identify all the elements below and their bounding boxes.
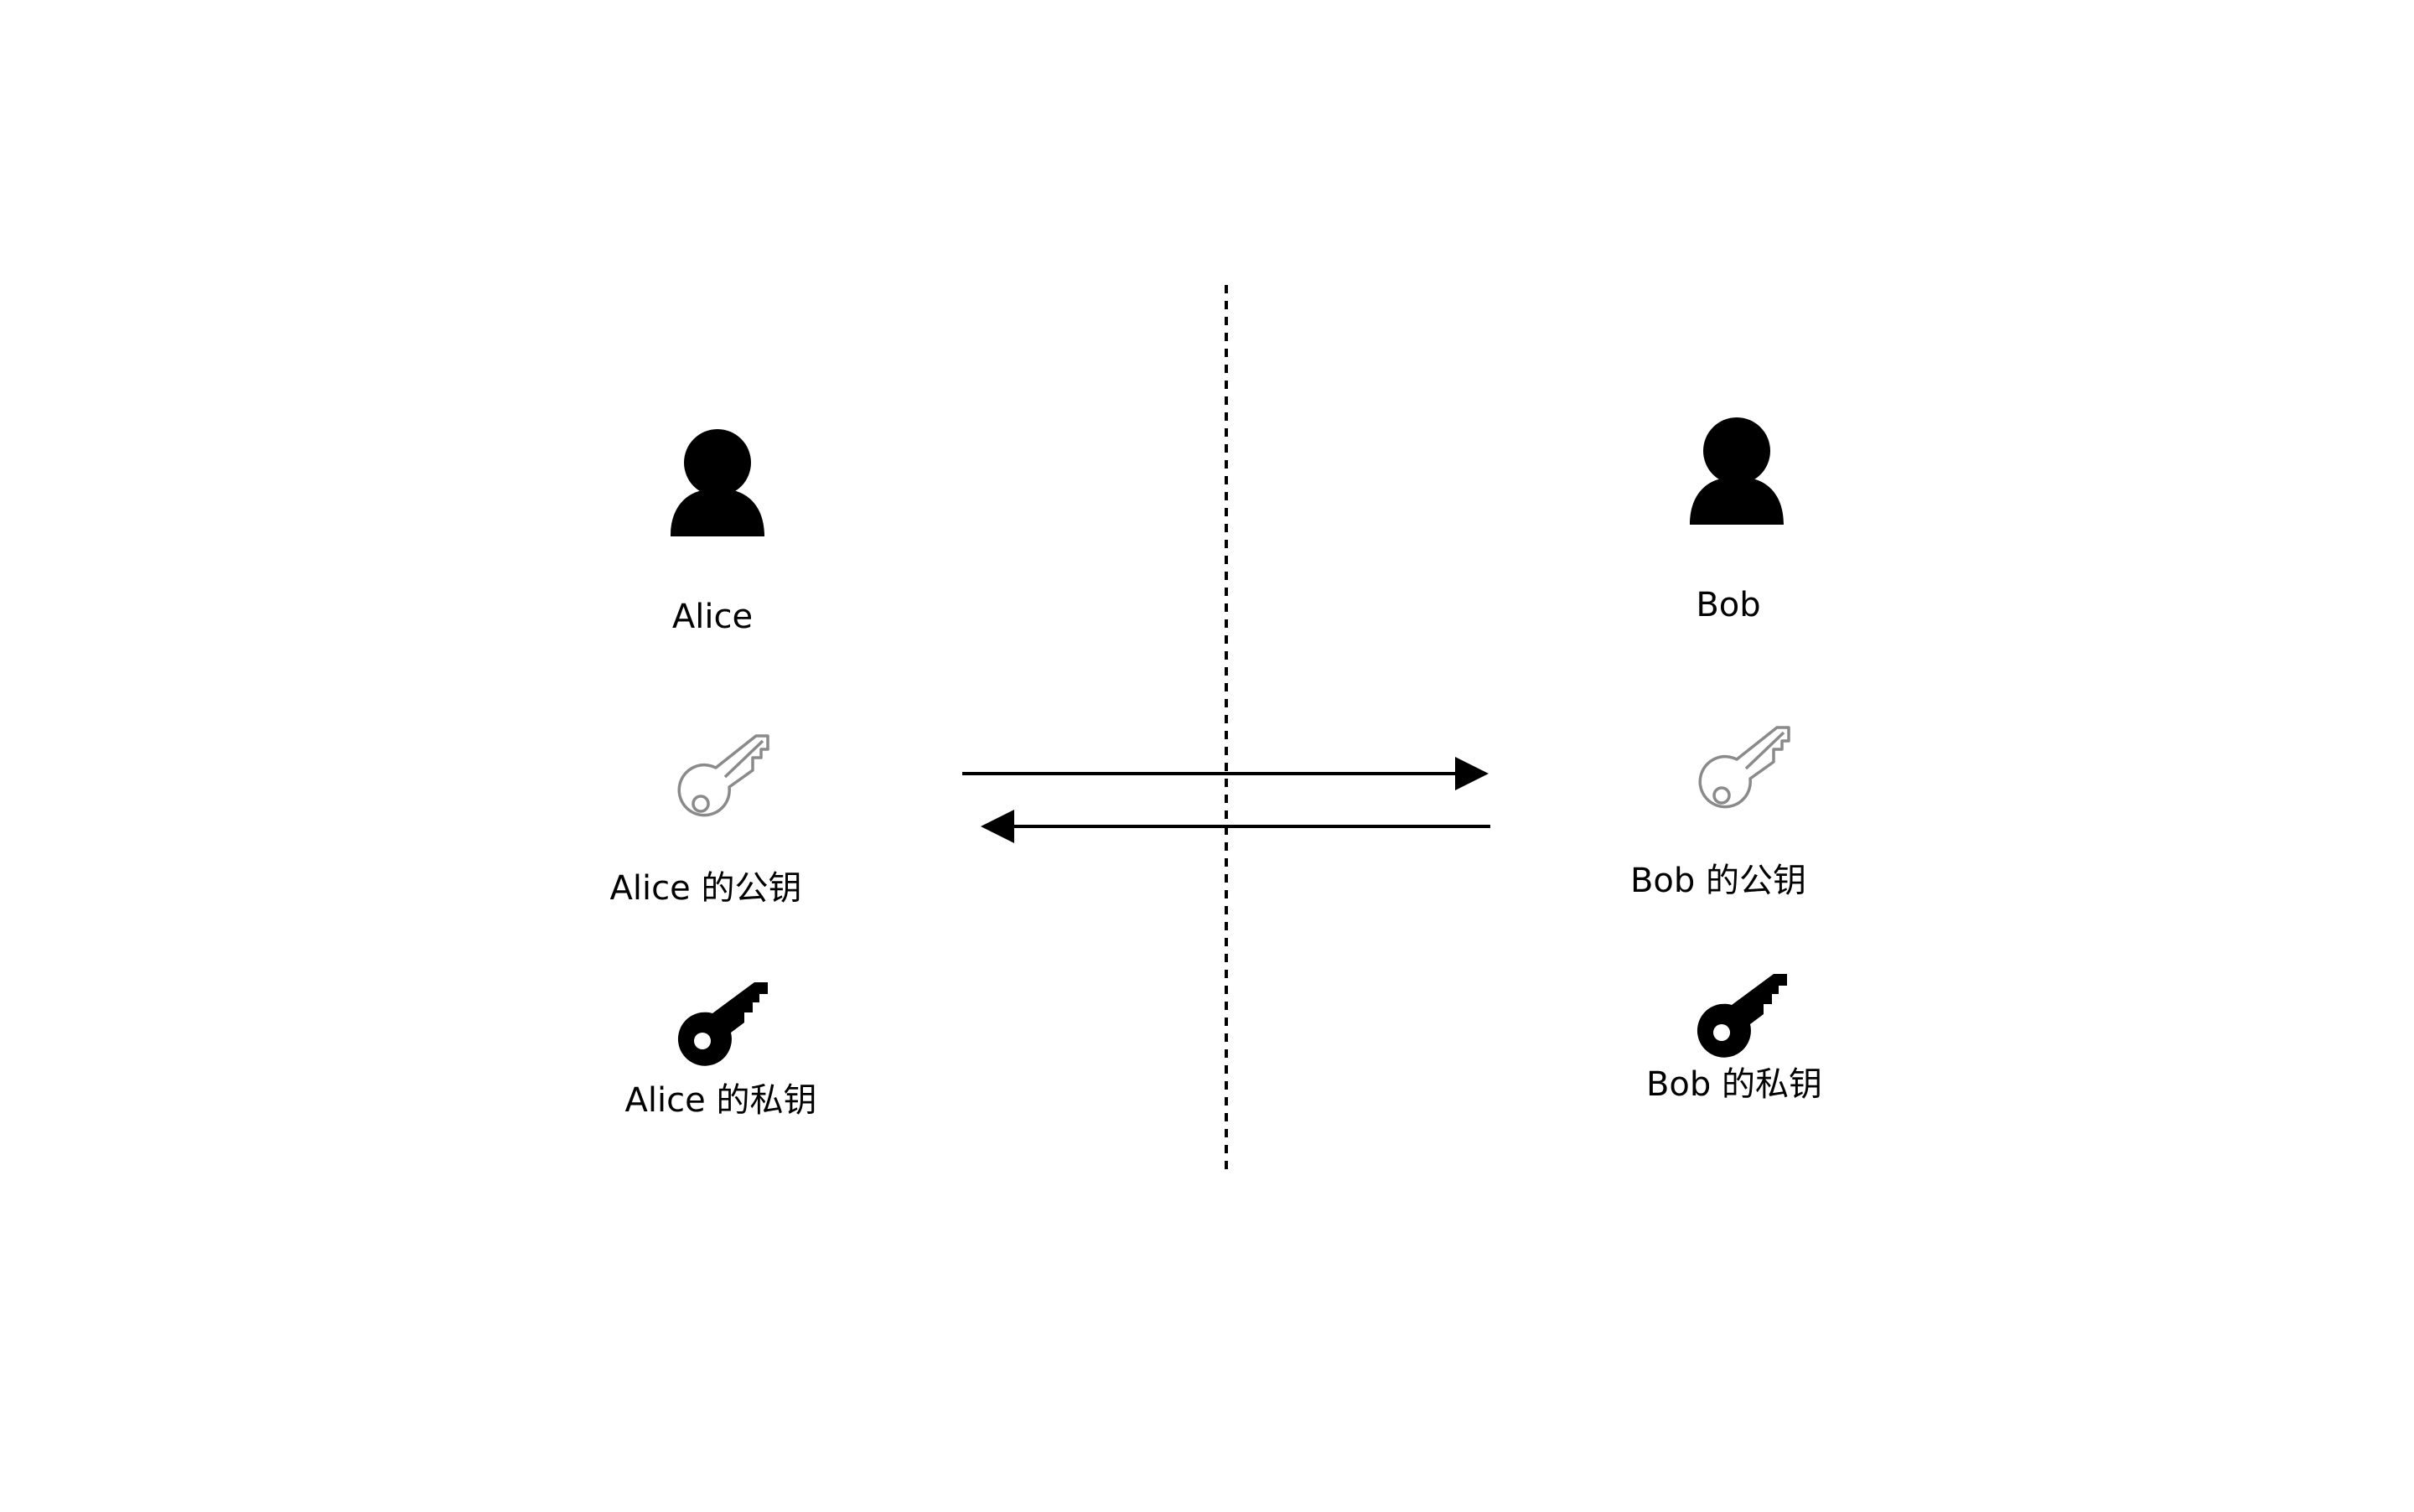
bob-name-label: Bob <box>1696 586 1761 624</box>
bob-private-key-icon <box>1697 974 1787 1058</box>
bob-public-key-label: Bob 的公钥 <box>1629 862 1807 900</box>
alice-public-key-icon <box>677 734 769 817</box>
alice-public-key-label: Alice 的公钥 <box>609 869 802 908</box>
alice-private-key-icon <box>677 982 768 1066</box>
alice-person-icon <box>671 429 764 536</box>
bob-private-key-label: Bob 的私钥 <box>1645 1065 1823 1104</box>
alice-private-key-label: Alice 的私钥 <box>624 1081 817 1120</box>
bob-person-icon <box>1690 417 1784 525</box>
alice-name-label: Alice <box>671 598 754 636</box>
bob-public-key-icon <box>1698 726 1790 809</box>
